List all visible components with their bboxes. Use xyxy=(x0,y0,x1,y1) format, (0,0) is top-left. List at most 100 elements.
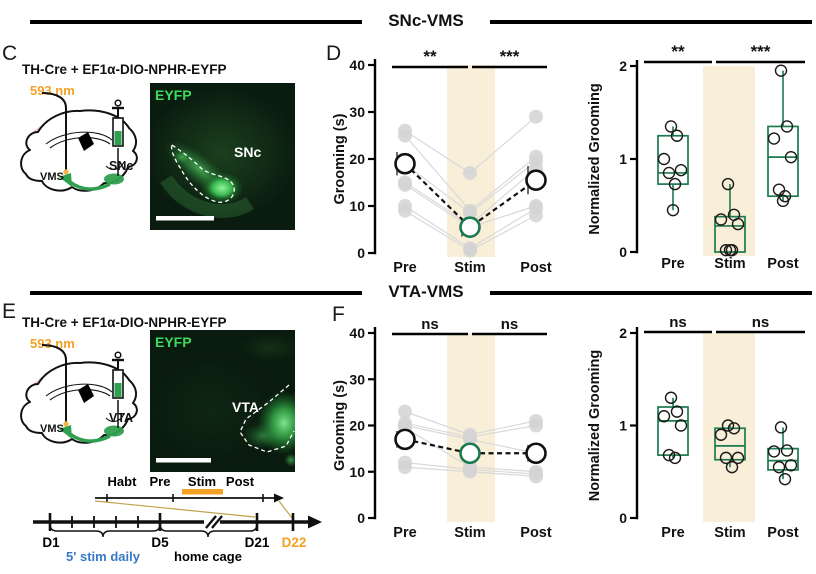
data-point xyxy=(778,472,792,486)
eyfp-label: EYFP xyxy=(155,334,192,350)
day-label-d21: D21 xyxy=(245,535,270,550)
box xyxy=(767,447,799,471)
subject-point xyxy=(398,203,412,218)
home-cage-brace xyxy=(159,523,258,538)
x-category-label: Post xyxy=(767,256,799,272)
x-category-label: Post xyxy=(767,525,799,541)
subject-point xyxy=(398,177,412,192)
subject-point xyxy=(398,128,412,143)
stim-days-brace xyxy=(49,523,161,538)
panel-e-wavelength-label: 593 nm xyxy=(30,336,75,351)
injection-site-blob xyxy=(104,425,124,437)
y-tick-label: 10 xyxy=(349,464,365,480)
data-point xyxy=(670,405,684,418)
data-point xyxy=(714,213,728,226)
x-category-label: Stim xyxy=(454,525,485,541)
significance-label: ns xyxy=(752,314,770,331)
y-tick-label: 2 xyxy=(619,58,627,74)
mean-point xyxy=(394,152,416,175)
fluorescence-image-vta: EYFP VTA xyxy=(150,330,295,472)
y-axis-title: Grooming (s) xyxy=(332,113,348,204)
vta-region-outline xyxy=(239,384,295,453)
data-point xyxy=(674,419,688,432)
data-point xyxy=(668,177,682,191)
brain-outline xyxy=(20,109,138,192)
data-point xyxy=(767,132,781,145)
y-axis-title: Grooming (s) xyxy=(332,380,348,471)
brain-outline xyxy=(20,361,138,444)
x-category-label: Post xyxy=(520,260,552,276)
day-arrowhead xyxy=(308,515,322,529)
box xyxy=(714,215,746,253)
mean-point xyxy=(525,169,547,191)
stim-daily-label: 5' stim daily xyxy=(66,549,141,564)
session-arrowhead xyxy=(274,493,284,503)
data-point xyxy=(772,460,786,474)
data-point xyxy=(725,460,739,474)
subject-point xyxy=(529,109,543,124)
fiber-tip xyxy=(63,169,69,175)
data-point xyxy=(657,410,671,423)
y-tick-label: 30 xyxy=(349,371,365,387)
eyfp-label: EYFP xyxy=(155,87,192,103)
snc-region-label: SNc xyxy=(234,144,261,160)
zoom-guide-line-right xyxy=(278,500,293,519)
data-point xyxy=(784,459,798,472)
y-axis-title: Normalized Grooming xyxy=(587,83,603,234)
significance-label: *** xyxy=(751,42,771,61)
y-tick-label: 0 xyxy=(357,245,365,261)
panel-c-wavelength-label: 593 nm xyxy=(30,83,75,98)
y-tick-label: 1 xyxy=(619,418,627,434)
box xyxy=(714,427,746,461)
y-tick-label: 40 xyxy=(349,325,365,341)
y-tick-label: 30 xyxy=(349,104,365,120)
mean-line xyxy=(404,162,537,229)
panel-e-title: TH-Cre + EF1α-DIO-NPHR-EYFP xyxy=(22,315,227,330)
data-point xyxy=(664,391,678,404)
data-point xyxy=(714,428,728,441)
data-point xyxy=(719,243,733,257)
x-category-label: Pre xyxy=(661,256,684,272)
subject-point xyxy=(529,469,543,484)
data-point xyxy=(664,120,678,133)
subject-point xyxy=(398,404,412,419)
y-tick-label: 0 xyxy=(619,510,627,526)
data-point xyxy=(784,150,798,164)
y-axis-title: Normalized Grooming xyxy=(587,350,603,501)
syringe-load xyxy=(114,131,122,145)
panel-label-c: C xyxy=(2,42,18,65)
x-category-label: Stim xyxy=(714,256,745,272)
data-point xyxy=(666,203,680,217)
stage-label-stim: Stim xyxy=(188,474,216,489)
data-point xyxy=(668,451,682,465)
snc-region-outline xyxy=(170,143,235,203)
y-tick-label: 1 xyxy=(619,151,627,167)
y-tick-label: 10 xyxy=(349,198,365,214)
fiber-tip xyxy=(63,421,69,427)
significance-label: ns xyxy=(501,316,519,333)
subject-point xyxy=(529,208,543,223)
data-point xyxy=(723,243,737,257)
fluorescence-image-snc: EYFP SNc xyxy=(150,83,295,230)
experiment-timeline: Habt Pre Stim Post D1 D5 D21 D22 5' stim… xyxy=(33,474,322,564)
data-point xyxy=(721,177,735,191)
panel-c-title: TH-Cre + EF1α-DIO-NPHR-EYFP xyxy=(22,62,227,77)
data-point xyxy=(670,129,684,142)
projection-arrowhead xyxy=(59,173,72,187)
ventricle-shape xyxy=(78,384,94,403)
vta-section-rule-left xyxy=(30,291,362,295)
data-point xyxy=(731,217,745,231)
data-point xyxy=(662,448,676,462)
significance-label: ** xyxy=(423,47,437,66)
brain-schematic-vta: VMS VTA xyxy=(20,344,138,444)
data-point xyxy=(767,445,781,458)
syringe-load xyxy=(114,383,122,397)
scale-bar xyxy=(156,458,211,463)
ventricle-shape xyxy=(78,132,94,151)
vta-region-label: VTA xyxy=(232,399,259,415)
day-label-d22: D22 xyxy=(282,535,307,550)
subject-point xyxy=(463,166,477,181)
snc-section-title: SNc-VMS xyxy=(388,11,464,30)
timeline-break-mark xyxy=(205,515,217,529)
panel-label-f: F xyxy=(332,303,345,326)
